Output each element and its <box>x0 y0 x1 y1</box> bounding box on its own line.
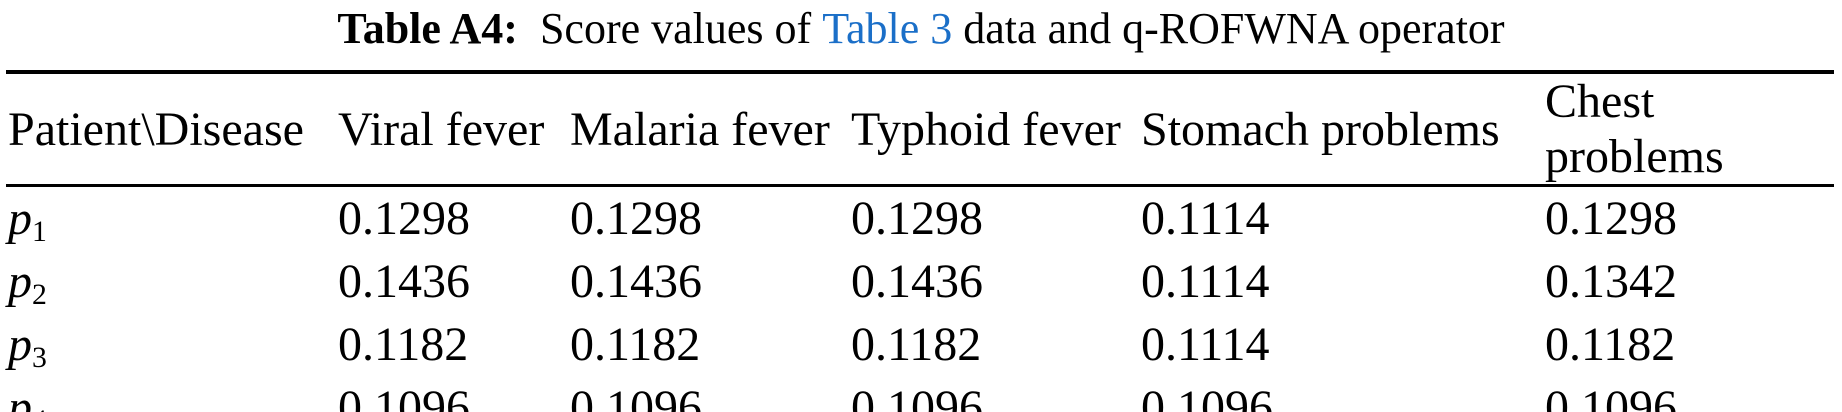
score-cell: 0.1182 <box>851 318 982 371</box>
row-label-p4: p4 <box>6 376 338 412</box>
score-cell: 0.1436 <box>851 255 983 308</box>
score-cell: 0.1182 <box>338 318 469 371</box>
row-label-subscript: 2 <box>32 277 47 311</box>
row-label-symbol: p <box>8 381 32 412</box>
column-header-typhoid-fever: Typhoid fever <box>851 72 1141 187</box>
score-cell: 0.1114 <box>1141 192 1270 245</box>
column-header-patient-disease: Patient\Disease <box>6 72 338 187</box>
score-cell: 0.1298 <box>338 192 470 245</box>
column-header-viral-fever: Viral fever <box>338 72 570 187</box>
row-label-symbol: p <box>8 318 32 371</box>
row-label-symbol: p <box>8 255 32 308</box>
table-caption: Table A4: Score values of Table 3 data a… <box>0 0 1842 58</box>
row-label-subscript: 1 <box>32 214 47 248</box>
score-cell: 0.1096 <box>1141 381 1273 412</box>
column-header-malaria-fever: Malaria fever <box>570 72 851 187</box>
table-row-p3: p3 0.1182 0.1182 0.1182 0.1114 0.1182 <box>6 313 1834 376</box>
score-cell: 0.1298 <box>570 192 702 245</box>
row-label-subscript: 3 <box>32 340 47 374</box>
row-label-p3: p3 <box>6 313 338 376</box>
score-cell: 0.1182 <box>570 318 701 371</box>
table-3-link[interactable]: Table 3 <box>822 4 953 53</box>
score-cell: 0.1298 <box>851 192 983 245</box>
caption-text-after-link: data and q-ROFWNA operator <box>952 4 1505 53</box>
score-cell: 0.1114 <box>1141 318 1270 371</box>
score-cell: 0.1096 <box>570 381 702 412</box>
score-cell: 0.1298 <box>1545 192 1677 245</box>
row-label-p1: p1 <box>6 186 338 251</box>
score-cell: 0.1436 <box>338 255 470 308</box>
score-table: Patient\Disease Viral fever Malaria feve… <box>6 70 1834 412</box>
score-cell: 0.1182 <box>1545 318 1676 371</box>
score-cell: 0.1436 <box>570 255 702 308</box>
row-label-symbol: p <box>8 192 32 245</box>
table-row-p2: p2 0.1436 0.1436 0.1436 0.1114 0.1342 <box>6 250 1834 313</box>
row-label-subscript: 4 <box>32 404 47 412</box>
column-header-chest-problems: Chest problems <box>1545 72 1834 187</box>
column-header-stomach-problems: Stomach problems <box>1141 72 1545 187</box>
score-cell: 0.1096 <box>338 381 470 412</box>
caption-text-before-link: Score values of <box>517 4 823 53</box>
header-row: Patient\Disease Viral fever Malaria feve… <box>6 72 1834 187</box>
score-cell: 0.1342 <box>1545 255 1677 308</box>
score-cell: 0.1096 <box>1545 381 1677 412</box>
row-label-p2: p2 <box>6 250 338 313</box>
table-row-p4: p4 0.1096 0.1096 0.1096 0.1096 0.1096 <box>6 376 1834 412</box>
table-row-p1: p1 0.1298 0.1298 0.1298 0.1114 0.1298 <box>6 186 1834 251</box>
caption-label: Table A4: <box>337 4 518 53</box>
score-cell: 0.1096 <box>851 381 983 412</box>
score-cell: 0.1114 <box>1141 255 1270 308</box>
